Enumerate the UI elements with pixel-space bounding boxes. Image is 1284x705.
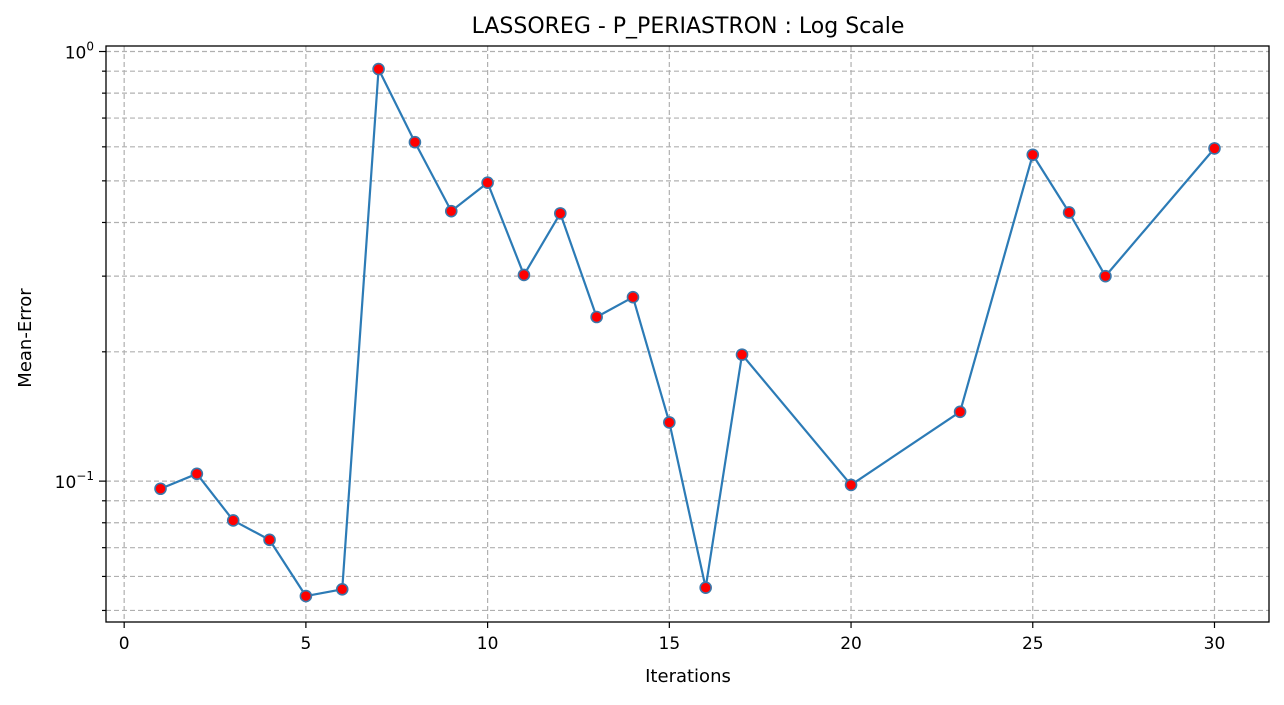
x-axis: 0 5 10 15 20 25 30 [119, 622, 1226, 654]
chart-title: LASSOREG - P_PERIASTRON : Log Scale [472, 14, 905, 39]
data-point [226, 514, 240, 527]
x-tick-label: 15 [659, 634, 681, 654]
x-tick-label: 25 [1022, 634, 1044, 654]
data-point [1208, 142, 1221, 155]
grid-layer [106, 46, 1269, 622]
data-point [263, 533, 276, 547]
x-axis-label: Iterations [645, 666, 731, 687]
y-axis: 10−1 100 [55, 40, 106, 612]
plot-frame [105, 45, 1270, 623]
data-point [663, 416, 676, 429]
data-point [699, 581, 712, 594]
data-point [844, 478, 858, 492]
data-point [408, 135, 422, 149]
data-point [1099, 269, 1112, 283]
data-point [335, 583, 349, 596]
data-point [481, 176, 494, 190]
data-point [444, 204, 458, 218]
x-tick-label: 20 [840, 634, 862, 654]
y-tick-label: 10−1 [55, 469, 94, 493]
data-point [1062, 206, 1076, 219]
data-point [190, 467, 204, 481]
x-tick-label: 30 [1204, 634, 1226, 654]
x-tick-label: 0 [119, 634, 130, 654]
data-point [154, 482, 167, 496]
x-tick-label: 5 [300, 634, 311, 654]
data-point [299, 589, 313, 603]
data-point [553, 207, 567, 220]
data-point [372, 62, 385, 76]
data-point [735, 348, 749, 361]
data-point [953, 405, 967, 419]
data-point [590, 310, 603, 324]
y-tick-label: 100 [65, 40, 94, 64]
x-tick-label: 10 [477, 634, 499, 654]
data-point [517, 268, 531, 282]
data-point [626, 290, 640, 304]
series-layer [154, 62, 1221, 603]
series-line [160, 68, 1216, 598]
data-point [1026, 148, 1040, 162]
y-axis-label: Mean-Error [15, 288, 36, 388]
